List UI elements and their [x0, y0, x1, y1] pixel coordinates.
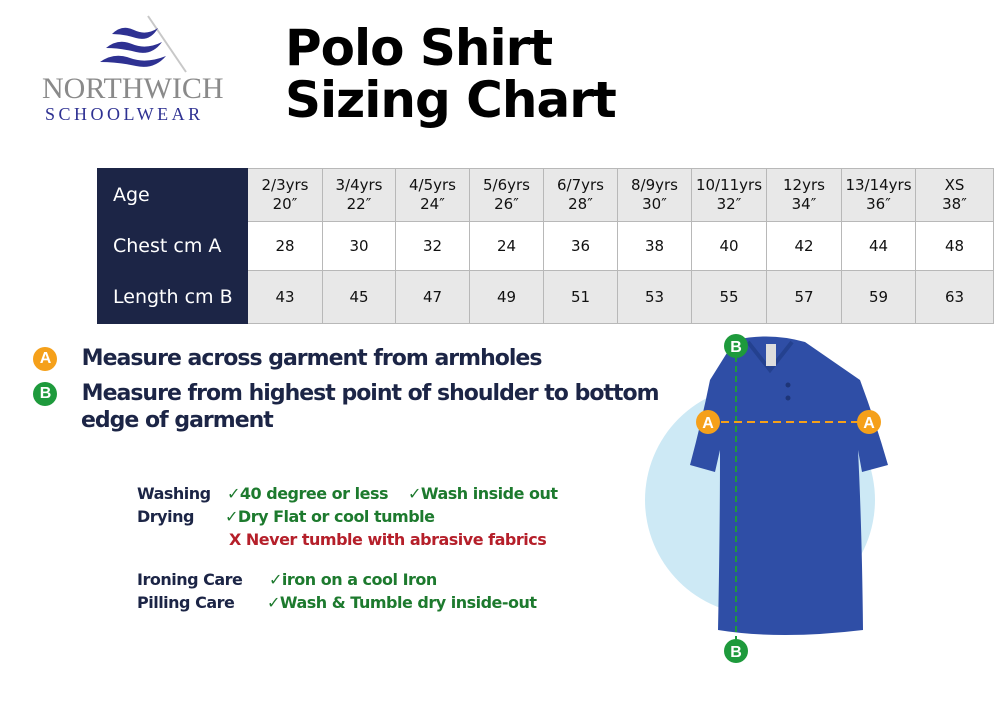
- svg-text:B: B: [730, 339, 742, 356]
- logo-waves-icon: [100, 15, 187, 73]
- measure-b-text: Measure from highest point of shoulder t…: [81, 381, 660, 406]
- chest-cell: 44: [841, 221, 916, 271]
- logo-line2: SCHOOLWEAR: [45, 104, 204, 124]
- age-label: 12yrs: [783, 176, 825, 194]
- age-label: 2/3yrs: [261, 176, 309, 194]
- marker-b-top: B: [724, 334, 748, 358]
- age-label: 3/4yrs: [335, 176, 383, 194]
- page-title: Polo Shirt Sizing Chart: [285, 19, 617, 129]
- svg-text:B: B: [730, 644, 742, 661]
- length-cell: 49: [469, 270, 544, 324]
- chest-cell: 42: [766, 221, 842, 271]
- marker-b-bottom: B: [724, 639, 748, 663]
- title-line2: Sizing Chart: [285, 71, 617, 129]
- logo-line1: NORTHWICH: [42, 72, 224, 105]
- length-cell: 43: [247, 270, 323, 324]
- care-item: ✓Dry Flat or cool tumble: [225, 507, 435, 526]
- inch-label: 34″: [791, 195, 817, 213]
- size-header-cell: 3/4yrs 22″: [322, 168, 396, 222]
- ironing-label: Ironing Care: [137, 570, 243, 589]
- chest-cell: 24: [469, 221, 544, 271]
- age-label: 6/7yrs: [557, 176, 604, 194]
- size-header-cell: XS 38″: [915, 168, 994, 222]
- shirt-illustration: B B A A: [645, 334, 888, 663]
- age-row: Age 2/3yrs 20″ 3/4yrs 22″ 4/5yrs 24″ 5/6yrs 26″ 6…: [97, 168, 994, 222]
- length-cell: 45: [322, 270, 396, 324]
- length-cell: 63: [915, 270, 994, 324]
- care-instructions: Washing ✓40 degree or less ✓Wash inside ou…: [137, 482, 558, 614]
- inch-label: 30″: [642, 195, 667, 213]
- age-label: 10/11yrs: [695, 176, 763, 194]
- row-label: Age: [97, 168, 248, 222]
- size-header-cell: 8/9yrs 30″: [617, 168, 692, 222]
- size-table: Age 2/3yrs 20″ 3/4yrs 22″ 4/5yrs 24″ 5/6yrs 26″ 6…: [97, 168, 994, 324]
- age-label: 5/6yrs: [483, 176, 530, 194]
- size-header-cell: 10/11yrs 32″: [691, 168, 767, 222]
- marker-a-right: A: [857, 410, 881, 434]
- inch-label: 28″: [568, 195, 593, 213]
- care-item: ✓Wash inside out: [408, 484, 558, 503]
- badge-b-icon: B: [33, 382, 57, 406]
- chest-cell: 30: [322, 221, 396, 271]
- size-header-cell: 2/3yrs 20″: [247, 168, 323, 222]
- age-label: XS: [944, 176, 965, 194]
- length-cell: 51: [543, 270, 618, 324]
- age-label: 4/5yrs: [409, 176, 456, 194]
- washing-label: Washing: [137, 484, 211, 503]
- length-cell: 55: [691, 270, 767, 324]
- badge-a-icon: A: [33, 347, 57, 371]
- inch-label: 24″: [420, 195, 445, 213]
- size-header-cell: 6/7yrs 28″: [543, 168, 618, 222]
- inch-label: 20″: [272, 195, 298, 213]
- care-item: ✓iron on a cool Iron: [269, 570, 437, 589]
- length-cell: 59: [841, 270, 916, 324]
- inch-label: 26″: [494, 195, 519, 213]
- title-line1: Polo Shirt: [285, 19, 553, 77]
- row-label: Chest cm A: [97, 221, 248, 271]
- size-header-cell: 5/6yrs 26″: [469, 168, 544, 222]
- measure-b-text2: edge of garment: [81, 408, 274, 433]
- age-label: 8/9yrs: [631, 176, 678, 194]
- chest-cell: 32: [395, 221, 470, 271]
- drying-label: Drying: [137, 507, 194, 526]
- svg-text:A: A: [863, 415, 875, 432]
- chest-cell: 28: [247, 221, 323, 271]
- length-row: Length cm B 43 45 47 49 51 53 55 57 59 63: [97, 270, 994, 324]
- care-item: ✓Wash & Tumble dry inside-out: [267, 593, 537, 612]
- polo-shirt-icon: [690, 336, 888, 635]
- care-warning: X Never tumble with abrasive fabrics: [229, 530, 547, 549]
- row-label: Length cm B: [97, 270, 248, 324]
- pilling-label: Pilling Care: [137, 593, 235, 612]
- chest-cell: 36: [543, 221, 618, 271]
- svg-text:A: A: [702, 415, 714, 432]
- care-item: ✓40 degree or less: [227, 484, 389, 503]
- size-header-cell: 4/5yrs 24″: [395, 168, 470, 222]
- chest-cell: 48: [915, 221, 994, 271]
- measure-a-text: Measure across garment from armholes: [81, 346, 543, 371]
- size-header-cell: 13/14yrs 36″: [841, 168, 916, 222]
- size-header-cell: 12yrs 34″: [766, 168, 842, 222]
- chest-cell: 40: [691, 221, 767, 271]
- length-cell: 53: [617, 270, 692, 324]
- inch-label: 36″: [866, 195, 891, 213]
- chest-row: Chest cm A 28 30 32 24 36 38 40 42 44 48: [97, 221, 994, 271]
- marker-a-left: A: [696, 410, 720, 434]
- inch-label: 22″: [346, 195, 372, 213]
- inch-label: 38″: [942, 195, 967, 213]
- measure-a: A Measure across garment from armholes: [33, 346, 543, 371]
- inch-label: 32″: [716, 195, 742, 213]
- age-label: 13/14yrs: [845, 176, 912, 194]
- measure-b: B Measure from highest point of shoulder…: [33, 381, 660, 433]
- length-cell: 47: [395, 270, 470, 324]
- chest-cell: 38: [617, 221, 692, 271]
- length-cell: 57: [766, 270, 842, 324]
